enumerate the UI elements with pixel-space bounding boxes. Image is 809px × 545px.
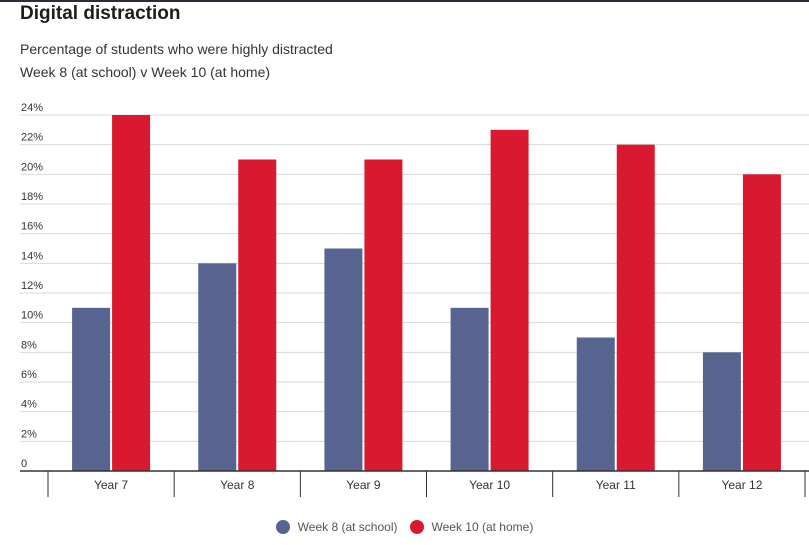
- legend-item-week-10[interactable]: Week 10 (at home): [409, 520, 534, 534]
- y-tick-label: 24%: [21, 102, 43, 114]
- y-tick-label: 8%: [21, 339, 37, 351]
- bar-week-8: [324, 248, 363, 471]
- legend-swatch-week-8: [275, 520, 290, 534]
- y-tick-label: 12%: [21, 280, 43, 292]
- x-category-label: Year 9: [346, 478, 381, 492]
- x-category-label: Year 7: [94, 478, 129, 492]
- bar-week-10: [238, 159, 277, 471]
- y-tick-label: 2%: [21, 428, 37, 440]
- bar-week-10: [742, 174, 781, 472]
- x-category-label: Year 12: [721, 478, 762, 492]
- bar-week-10: [112, 115, 151, 471]
- x-category-label: Year 8: [220, 478, 255, 492]
- y-tick-label: 18%: [21, 191, 43, 203]
- y-tick-label: 6%: [21, 369, 37, 381]
- chart-subtitle-line-2: Week 8 (at school) v Week 10 (at home): [20, 64, 271, 80]
- y-tick-label: 16%: [21, 221, 43, 233]
- y-tick-label: 4%: [21, 399, 37, 411]
- bar-week-8: [72, 307, 111, 471]
- y-tick-label: 20%: [21, 161, 43, 173]
- bar-week-8: [576, 337, 615, 471]
- bar-week-8: [198, 263, 237, 471]
- bar-week-10: [490, 129, 529, 472]
- legend-label-week-8: Week 8 (at school): [297, 520, 398, 534]
- legend: Week 8 (at school) Week 10 (at home): [0, 520, 809, 534]
- chart-subtitle-line-1: Percentage of students who were highly d…: [20, 41, 333, 57]
- top-rule: [0, 0, 809, 2]
- x-category-label: Year 10: [469, 478, 510, 492]
- x-category-label: Year 11: [596, 478, 636, 492]
- chart-title: Digital distraction: [20, 3, 181, 24]
- bar-week-10: [616, 144, 655, 471]
- y-tick-label: 14%: [21, 250, 43, 262]
- y-tick-label: 0: [21, 458, 27, 470]
- legend-swatch-week-10: [409, 520, 424, 534]
- legend-label-week-10: Week 10 (at home): [431, 520, 534, 534]
- bar-week-8: [702, 352, 741, 471]
- bar-week-8: [450, 307, 489, 471]
- bar-week-10: [364, 159, 403, 471]
- legend-item-week-8[interactable]: Week 8 (at school): [275, 520, 398, 534]
- y-tick-label: 10%: [21, 310, 43, 322]
- y-tick-label: 22%: [21, 132, 43, 144]
